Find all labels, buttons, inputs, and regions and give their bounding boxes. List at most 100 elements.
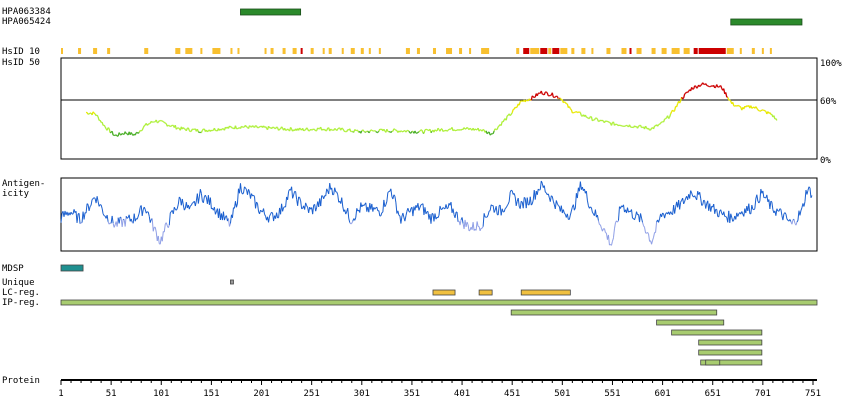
identity-line-segment (685, 91, 688, 94)
identity-line-segment (313, 128, 316, 131)
antigenicity-line-segment (568, 214, 571, 220)
hsid10-segment (432, 48, 436, 54)
antigenicity-line-segment (513, 193, 516, 198)
axis-tick-label: 301 (354, 389, 370, 399)
antigenicity-line-segment (574, 193, 577, 208)
identity-line-segment (162, 121, 165, 123)
hsid10-segment (661, 48, 667, 54)
antigenicity-line-segment (599, 224, 602, 229)
antigenicity-line-segment (622, 204, 625, 213)
identity-line-segment (660, 121, 663, 124)
antigenicity-line-segment (662, 212, 664, 215)
antigenicity-line-segment (320, 195, 323, 207)
identity-line-segment (164, 122, 167, 125)
identity-line-segment (405, 130, 408, 133)
identity-line-segment (147, 123, 150, 125)
identity-line-segment (400, 130, 403, 133)
identity-line-segment (108, 128, 111, 133)
antigenicity-line-segment (791, 219, 794, 225)
identity-line-segment (306, 127, 309, 130)
antigenicity-line-segment (753, 208, 756, 211)
antigenicity-line-segment (86, 203, 89, 205)
antigenicity-line-segment (90, 199, 93, 206)
antigenicity-line-segment (256, 201, 258, 204)
antigenicity-label-1: Antigen- (2, 179, 45, 189)
identity-line-segment (337, 127, 340, 130)
axis-tick-label: 401 (454, 389, 470, 399)
identity-line-segment (374, 130, 377, 132)
antigenicity-line-segment (627, 207, 629, 213)
identity-line-segment (540, 90, 543, 95)
identity-line-segment (92, 111, 95, 114)
mdsp-label: MDSP (2, 264, 24, 274)
antigenicity-line-segment (242, 192, 244, 195)
antigenicity-line-segment (412, 206, 415, 217)
antigenicity-line-segment (691, 192, 694, 197)
antigenicity-line-segment (795, 221, 798, 226)
identity-line-segment (551, 92, 554, 98)
antigenicity-line-segment (341, 197, 344, 207)
antigenicity-line-segment (197, 196, 200, 204)
hsid10-segment (230, 48, 233, 54)
identity-line-segment (665, 117, 668, 120)
hsid10-segment (693, 48, 698, 54)
hsid10-segment (446, 48, 453, 54)
antigenicity-line-segment (188, 205, 191, 210)
identity-line-segment (683, 93, 686, 99)
antigenicity-line-segment (800, 207, 803, 211)
antigenicity-line-segment (539, 180, 542, 190)
antigenicity-line-segment (793, 219, 796, 224)
antigenicity-line-segment (178, 196, 181, 199)
hsid10-segment (185, 48, 193, 54)
identity-line-segment (187, 127, 190, 131)
antigenicity-line-segment (398, 214, 401, 217)
identity-line-segment (342, 128, 345, 131)
antigenicity-line-segment (248, 189, 250, 193)
identity-line-segment (687, 90, 690, 93)
antigenicity-line-segment (674, 207, 677, 214)
antigenicity-line-segment (291, 186, 294, 199)
identity-line-segment (760, 109, 763, 112)
antigenicity-line-segment (282, 207, 285, 212)
antigenicity-line-segment (298, 196, 300, 198)
identity-line-segment (410, 131, 413, 134)
antigenicity-line-segment (506, 203, 509, 207)
antigenicity-line-segment (483, 213, 486, 218)
antigenicity-line-segment (420, 203, 423, 206)
identity-line-segment (332, 129, 335, 132)
identity-line-segment (284, 127, 287, 131)
identity-line-segment (752, 106, 755, 109)
identity-line-segment (707, 85, 710, 87)
antigenicity-line-segment (177, 196, 180, 205)
antigenicity-line-segment (702, 199, 705, 205)
antigenicity-line-segment (489, 204, 492, 211)
antigenicity-line-segment (245, 187, 247, 190)
antigenicity-line-segment (517, 197, 520, 207)
hsid10-segment (739, 48, 742, 54)
antigenicity-line-segment (596, 215, 599, 221)
identity-line-segment (278, 128, 281, 131)
identity-line-segment (206, 130, 209, 133)
antigenicity-line-segment (759, 188, 762, 202)
antigenicity-line-segment (183, 208, 186, 211)
protein-axis-ticks: 1 51 101 151 201 251 301 351 401 451 501 551 601 651 7… (58, 380, 821, 399)
identity-line-segment (238, 127, 240, 129)
identity-line-segment (418, 130, 421, 133)
antigenicity-line-segment (617, 220, 619, 223)
antibody-bar (240, 8, 302, 16)
protein-label: Protein (2, 376, 40, 386)
identity-line-segment (696, 86, 699, 89)
identity-line-segment (363, 130, 366, 133)
identity-line-segment (96, 114, 99, 118)
ip-region-bar (705, 359, 721, 366)
identity-line-segment (649, 127, 653, 131)
antigenicity-line-segment (190, 204, 192, 207)
identity-line-segment (716, 84, 719, 88)
identity-line-segment (600, 119, 602, 122)
identity-line-segment (176, 127, 179, 129)
antigenicity-line-segment (522, 197, 525, 209)
antigenicity-line-segment (271, 211, 273, 214)
identity-line-segment (735, 104, 738, 107)
identity-line-segment (334, 128, 337, 130)
antigenicity-line-segment (161, 231, 164, 242)
